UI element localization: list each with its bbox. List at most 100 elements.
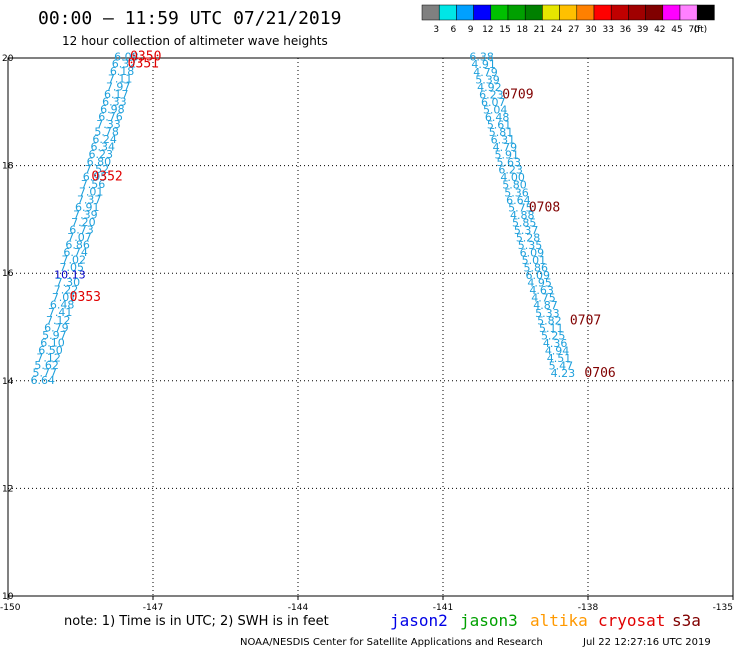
swh-value-label: 5.01 bbox=[522, 254, 547, 267]
swh-value-label: 5.82 bbox=[537, 314, 562, 327]
swh-value-label: 5.86 bbox=[524, 262, 549, 275]
swh-value-label: 5.37 bbox=[514, 224, 539, 237]
swh-value-label: 6.24 bbox=[92, 133, 117, 146]
swh-value-label: 7.97 bbox=[106, 80, 131, 93]
swh-value-label: 5.77 bbox=[32, 366, 57, 379]
x-tick-label: -141 bbox=[433, 603, 453, 613]
swh-value-label: 5.91 bbox=[495, 149, 520, 162]
colorbar-swatch bbox=[542, 4, 560, 21]
swh-value-label: 6.50 bbox=[38, 344, 63, 357]
x-tick-label: -150 bbox=[0, 603, 21, 613]
y-tick-label: 10 bbox=[2, 592, 14, 602]
swh-value-label: 5.62 bbox=[34, 359, 59, 372]
swh-value-label: 6.07 bbox=[481, 96, 506, 109]
colorbar-swatch bbox=[559, 4, 578, 21]
swh-value-label: 5.61 bbox=[487, 118, 512, 131]
swh-value-label: 7.22 bbox=[54, 284, 79, 297]
swh-value-label: 7.07 bbox=[67, 231, 92, 244]
swh-value-label: 6.33 bbox=[102, 95, 127, 108]
colorbar-tick-label: (ft) bbox=[694, 25, 708, 35]
swh-value-label: 7.01 bbox=[52, 291, 77, 304]
colorbar-tick-label: 45 bbox=[671, 25, 682, 35]
colorbar-swatch bbox=[628, 4, 646, 21]
swh-value-label: 7.56 bbox=[81, 178, 106, 191]
colorbar-tick-label: 18 bbox=[516, 25, 528, 35]
swh-value-label: 6.08 bbox=[114, 51, 139, 64]
colorbar-swatch bbox=[696, 4, 715, 21]
timestamp-text: Jul 22 12:27:16 UTC 2019 bbox=[582, 637, 711, 648]
swh-value-label: 5.36 bbox=[504, 186, 529, 199]
chart-title: 00:00 – 11:59 UTC 07/21/2019 bbox=[38, 8, 341, 29]
swh-value-label: 10.13 bbox=[54, 269, 86, 282]
colorbar: 3 6 9 12 15 18 21 24 27 30 33 36 39 42 45 70(ft) bbox=[421, 4, 715, 35]
swh-value-label: 5.33 bbox=[535, 307, 560, 320]
grid-lines bbox=[8, 58, 733, 596]
colorbar-tick-label: 21 bbox=[534, 25, 545, 35]
y-axis-ticks: 20 18 16 14 12 10 bbox=[2, 54, 14, 602]
colorbar-swatch bbox=[456, 4, 474, 21]
swh-value-label: 5.80 bbox=[502, 179, 527, 192]
satellite-legend: jason2 jason3 altika cryosat s3a bbox=[390, 611, 701, 630]
colorbar-tick-label: 6 bbox=[451, 25, 457, 35]
colorbar-tick-label: 15 bbox=[499, 25, 510, 35]
swh-value-label: 7.30 bbox=[56, 276, 81, 289]
swh-value-label: 6.34 bbox=[90, 141, 115, 154]
swh-value-label: 6.79 bbox=[44, 321, 69, 334]
time-stamp-label: 0706 bbox=[584, 366, 615, 381]
swh-value-label: 7.01 bbox=[79, 186, 104, 199]
satellite-legend-jason2: jason2 bbox=[390, 611, 448, 630]
time-stamp-label: 0352 bbox=[91, 170, 122, 185]
time-stamp-label: 0351 bbox=[128, 57, 159, 72]
swh-value-label: 6.48 bbox=[485, 111, 510, 124]
x-tick-label: -135 bbox=[713, 603, 733, 613]
swh-value-label: 5.97 bbox=[42, 329, 67, 342]
colorbar-swatch bbox=[490, 4, 509, 21]
swh-value-label: 6.23 bbox=[479, 88, 504, 101]
swh-value-label: 4.87 bbox=[533, 299, 558, 312]
swh-value-label: 4.79 bbox=[493, 141, 518, 154]
swh-value-label: 5.28 bbox=[516, 231, 541, 244]
time-stamp-label: 0353 bbox=[70, 290, 101, 305]
swh-value-label: 4.75 bbox=[531, 292, 556, 305]
swh-value-label: 7.02 bbox=[61, 254, 86, 267]
swh-value-label: 6.73 bbox=[69, 223, 94, 236]
swh-value-label: 6.48 bbox=[50, 299, 75, 312]
plot-frame bbox=[7, 57, 734, 597]
swh-value-label: 7.37 bbox=[77, 193, 102, 206]
x-tick-label: -138 bbox=[578, 603, 599, 613]
swh-value-label: 4.23 bbox=[551, 367, 576, 380]
swh-value-label: 6.23 bbox=[498, 164, 523, 177]
swh-value-label: 4.36 bbox=[543, 337, 568, 350]
swh-value-label: 4.95 bbox=[527, 277, 552, 290]
time-stamp-label: 0707 bbox=[570, 313, 601, 328]
swh-value-label: 5.81 bbox=[489, 126, 514, 139]
swh-value-label: 6.23 bbox=[89, 148, 114, 161]
swh-value-label: 6.91 bbox=[75, 201, 100, 214]
swh-value-label: 7.05 bbox=[60, 261, 85, 274]
colorbar-tick-label: 30 bbox=[585, 25, 597, 35]
swh-value-label: 6.38 bbox=[469, 51, 494, 64]
swh-value-label: 7.39 bbox=[73, 208, 98, 221]
colorbar-tick-label: 27 bbox=[568, 25, 579, 35]
colorbar-tick-label: 12 bbox=[482, 25, 493, 35]
swh-value-label: 4.00 bbox=[500, 171, 525, 184]
swh-value-label: 4.94 bbox=[545, 344, 570, 357]
swh-value-label: 6.17 bbox=[104, 88, 129, 101]
swh-value-label: 5.39 bbox=[475, 73, 500, 86]
swh-value-label: 5.25 bbox=[541, 329, 566, 342]
colorbar-swatch bbox=[593, 4, 612, 21]
swh-value-label: 6.95 bbox=[83, 171, 108, 184]
colorbar-swatch bbox=[576, 4, 595, 21]
swh-value-label: 5.35 bbox=[518, 239, 543, 252]
time-stamp-label: 0709 bbox=[502, 87, 533, 102]
swh-value-label: 6.98 bbox=[100, 103, 125, 116]
swh-value-label: 6.80 bbox=[87, 156, 112, 169]
satellite-legend-altika: altika bbox=[530, 611, 588, 630]
colorbar-tick-label: 3 bbox=[433, 25, 439, 35]
swh-value-label: 6.64 bbox=[506, 194, 531, 207]
swh-value-label: 4.91 bbox=[471, 58, 496, 71]
time-stamp-label: 0708 bbox=[529, 200, 560, 215]
swh-value-label: 5.04 bbox=[483, 103, 508, 116]
y-tick-label: 12 bbox=[2, 484, 13, 494]
swh-value-label: 7.20 bbox=[71, 216, 96, 229]
